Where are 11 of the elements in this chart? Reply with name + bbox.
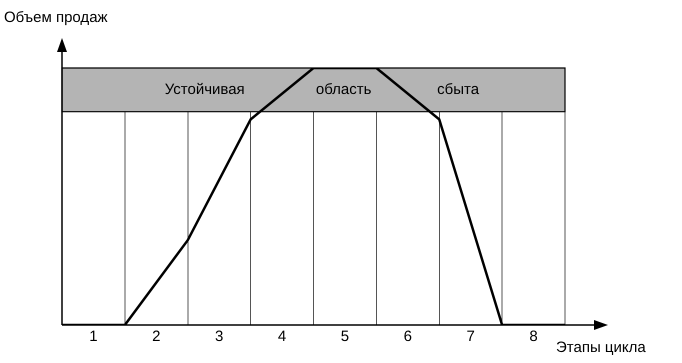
y-axis-title: Объем продаж [4, 9, 108, 26]
x-tick-label: 3 [215, 328, 224, 346]
x-tick-label: 1 [89, 328, 98, 346]
x-tick-label: 7 [466, 328, 475, 346]
x-tick-label: 6 [404, 328, 412, 346]
x-tick-label: 5 [340, 328, 350, 346]
x-tick-label: 8 [529, 328, 538, 346]
x-tick-label: 4 [278, 328, 286, 346]
x-tick-label: 2 [152, 328, 160, 346]
text: Устойчивая область сбыта [164, 80, 480, 98]
x-axis-title: Этапы цикла [556, 339, 646, 356]
